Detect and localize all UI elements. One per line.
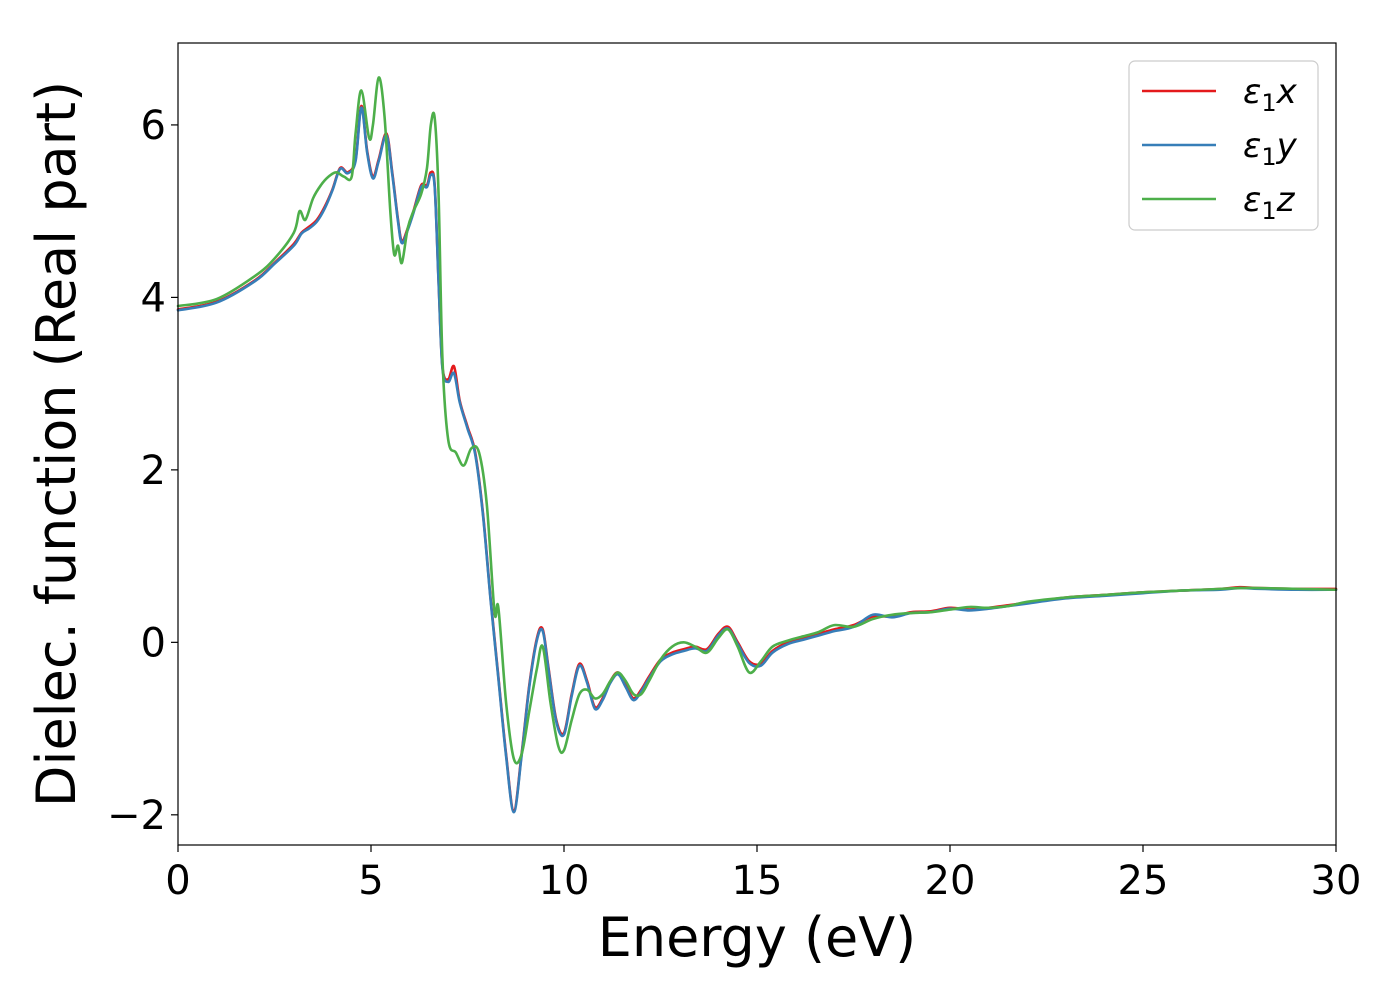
y-tick-label: 2: [141, 448, 166, 494]
y-tick-label: 6: [141, 103, 166, 149]
x-tick-label: 10: [539, 858, 590, 904]
series-layer: [176, 76, 1338, 814]
legend-label: ε1y: [1243, 126, 1298, 171]
legend-label: ε1z: [1243, 180, 1296, 225]
legend-label: ε1x: [1243, 72, 1298, 117]
y-axis-label: Dielec. function (Real part): [25, 81, 88, 807]
series-line-z: [176, 76, 1338, 765]
x-tick-label: 15: [732, 858, 783, 904]
y-axis: −2 0 2 4 6: [107, 103, 178, 839]
x-axis-label: Energy (eV): [598, 906, 917, 969]
y-tick-label: 4: [141, 275, 166, 321]
legend-box: [1128, 60, 1319, 231]
legend: ε1x ε1y ε1z: [1128, 60, 1319, 231]
x-tick-label: 0: [165, 858, 190, 904]
x-tick-label: 5: [358, 858, 383, 904]
x-axis: 0 5 10 15 20 25 30: [165, 845, 1361, 904]
y-tick-label: −2: [107, 793, 166, 839]
x-tick-label: 25: [1118, 858, 1169, 904]
x-tick-label: 20: [925, 858, 976, 904]
y-tick-label: 0: [141, 620, 166, 666]
x-tick-label: 30: [1311, 858, 1362, 904]
